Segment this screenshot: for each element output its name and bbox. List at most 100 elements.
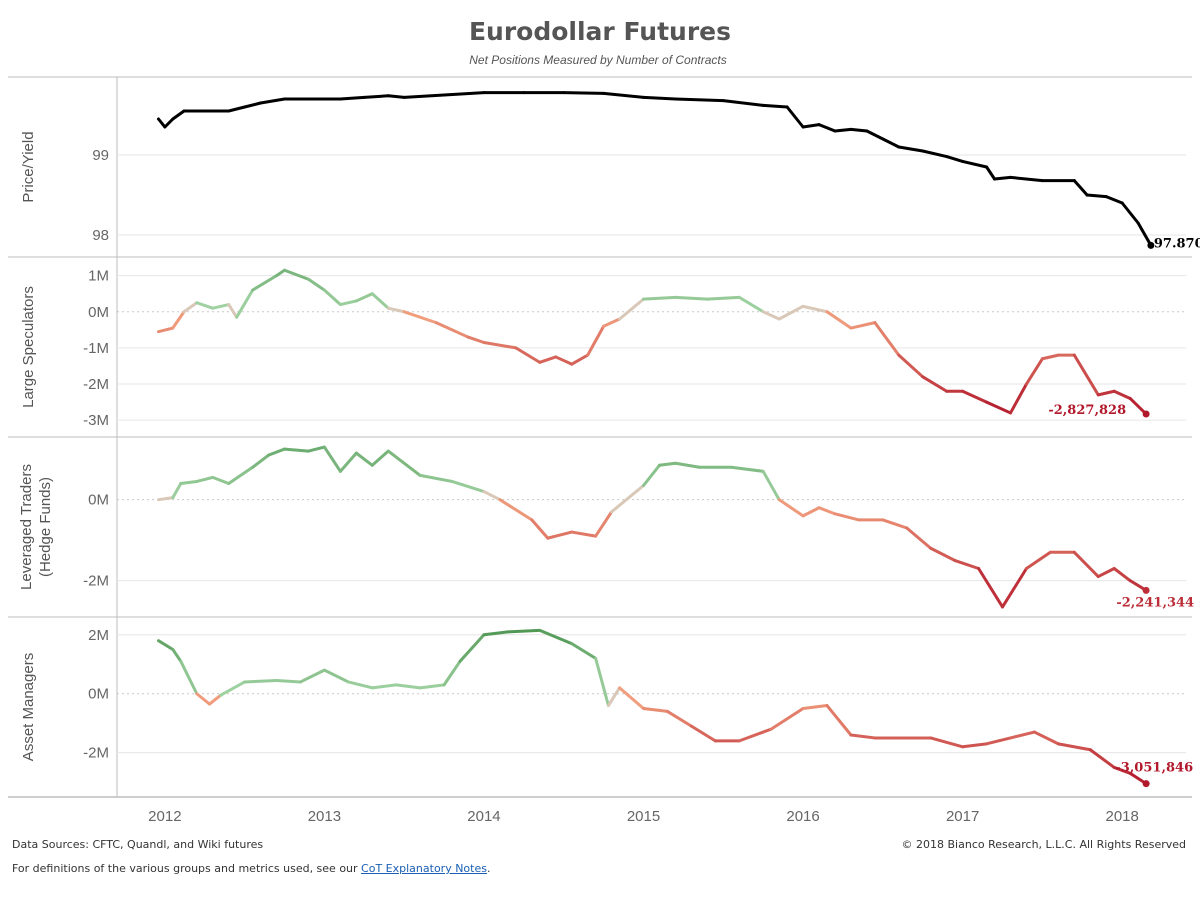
series-line-segment xyxy=(251,453,271,469)
series-line-segment xyxy=(418,683,446,690)
series-line-segment xyxy=(211,475,231,485)
series-line-segment xyxy=(849,321,877,330)
end-value-label: 97.870 xyxy=(1154,236,1200,251)
series-line-segment xyxy=(370,449,390,467)
y-axis-title-line: Price/Yield xyxy=(20,131,37,202)
series-line-segment xyxy=(283,447,310,453)
series-line-segment xyxy=(993,175,1012,181)
series-line-segment xyxy=(1088,748,1116,769)
series-line-segment xyxy=(897,353,925,379)
series-line-segment xyxy=(442,91,486,97)
series-line-segment xyxy=(761,469,781,502)
y-axis-title: Leveraged Traders (Hedge Funds) xyxy=(18,464,54,590)
y-axis-title-line: Asset Managers xyxy=(20,653,37,761)
series-line-segment xyxy=(195,475,215,483)
end-value-label: -3,051,846 xyxy=(1115,761,1193,776)
series-line-segment xyxy=(1072,179,1089,197)
series-line-segment xyxy=(562,91,606,95)
x-tick-label: 2017 xyxy=(946,808,979,825)
series-line-segment xyxy=(275,678,302,684)
series-line-segment xyxy=(306,277,326,292)
series-line-segment xyxy=(801,123,821,129)
series-line-segment xyxy=(208,693,223,706)
series-line-segment xyxy=(514,346,542,364)
series-line-segment xyxy=(817,123,837,133)
series-line-segment xyxy=(673,461,701,469)
series-line-segment xyxy=(929,736,965,749)
series-line-segment xyxy=(554,355,574,366)
series-line-segment xyxy=(1040,353,1060,361)
y-axis-title-line: Leveraged Traders xyxy=(18,464,35,590)
series-line-segment xyxy=(402,93,446,99)
y-tick-label: 0M xyxy=(88,492,109,509)
series-line-segment xyxy=(689,724,717,743)
series-line-segment xyxy=(251,274,279,292)
series-end-point xyxy=(1142,410,1150,418)
series-line-segment xyxy=(322,288,342,307)
y-axis-title: Asset Managers xyxy=(20,653,37,761)
y-tick-label: 0M xyxy=(88,686,109,703)
series-line-segment xyxy=(450,479,486,494)
series-line-segment xyxy=(1001,566,1028,609)
series-line-segment xyxy=(156,639,175,652)
series-line-segment xyxy=(322,445,342,473)
series-line-segment xyxy=(618,297,646,321)
series-line-segment xyxy=(498,498,534,522)
y-tick-label: 2M xyxy=(88,627,109,644)
series-line-segment xyxy=(905,526,933,550)
series-end-point xyxy=(1142,586,1150,594)
series-line-segment xyxy=(610,484,646,514)
series-line-segment xyxy=(1096,566,1116,579)
series-line-segment xyxy=(606,686,622,708)
series-line-segment xyxy=(338,299,358,307)
series-line-segment xyxy=(267,447,287,457)
series-line-segment xyxy=(586,324,606,357)
series-line-segment xyxy=(402,310,438,325)
series-line-segment xyxy=(434,321,470,339)
series-line-segment xyxy=(570,353,590,366)
series-line-segment xyxy=(985,736,1012,746)
series-line-segment xyxy=(1056,742,1092,752)
series-line-segment xyxy=(737,295,765,314)
series-line-segment xyxy=(259,97,287,105)
series-line-segment xyxy=(482,340,518,350)
series-line-segment xyxy=(729,465,765,473)
series-line-segment xyxy=(1096,389,1116,397)
series-line-segment xyxy=(897,145,925,153)
series-line-segment xyxy=(386,94,406,99)
series-line-segment xyxy=(1024,357,1044,386)
y-tick-label: -1M xyxy=(83,340,109,357)
series-line-segment xyxy=(642,706,669,713)
series-line-segment xyxy=(227,303,239,319)
series-line-segment xyxy=(769,706,805,731)
series-line-segment xyxy=(156,326,175,334)
series-line-segment xyxy=(1032,730,1060,746)
y-tick-label: 99 xyxy=(92,147,109,164)
series-line-segment xyxy=(482,490,502,502)
y-tick-label: -3M xyxy=(83,412,109,429)
series-line-segment xyxy=(761,310,781,321)
series-line-segment xyxy=(354,451,374,467)
series-line-segment xyxy=(338,95,366,101)
series-line-segment xyxy=(602,317,622,328)
series-line-segment xyxy=(1008,382,1028,415)
series-line-segment xyxy=(849,127,869,133)
series-line-segment xyxy=(354,292,374,303)
series-line-segment xyxy=(817,506,837,516)
series-line-segment xyxy=(570,530,598,538)
series-line-segment xyxy=(538,628,574,646)
cot-explanatory-notes-link[interactable]: CoT Explanatory Notes xyxy=(361,862,487,875)
series-line-segment xyxy=(211,303,231,310)
series-line-segment xyxy=(985,165,997,181)
series-line-segment xyxy=(721,99,765,107)
y-tick-label: 0M xyxy=(88,304,109,321)
series-line-segment xyxy=(179,659,199,696)
chart-subtitle: Net Positions Measured by Number of Cont… xyxy=(469,53,727,67)
series-line-segment xyxy=(506,628,542,634)
data-sources-note: Data Sources: CFTC, Quandl, and Wiki fut… xyxy=(12,838,264,851)
series-line-segment xyxy=(873,321,901,357)
series-line-segment xyxy=(1112,389,1132,400)
series-line-segment xyxy=(673,295,709,301)
series-line-segment xyxy=(961,389,989,404)
series-line-segment xyxy=(705,295,741,301)
